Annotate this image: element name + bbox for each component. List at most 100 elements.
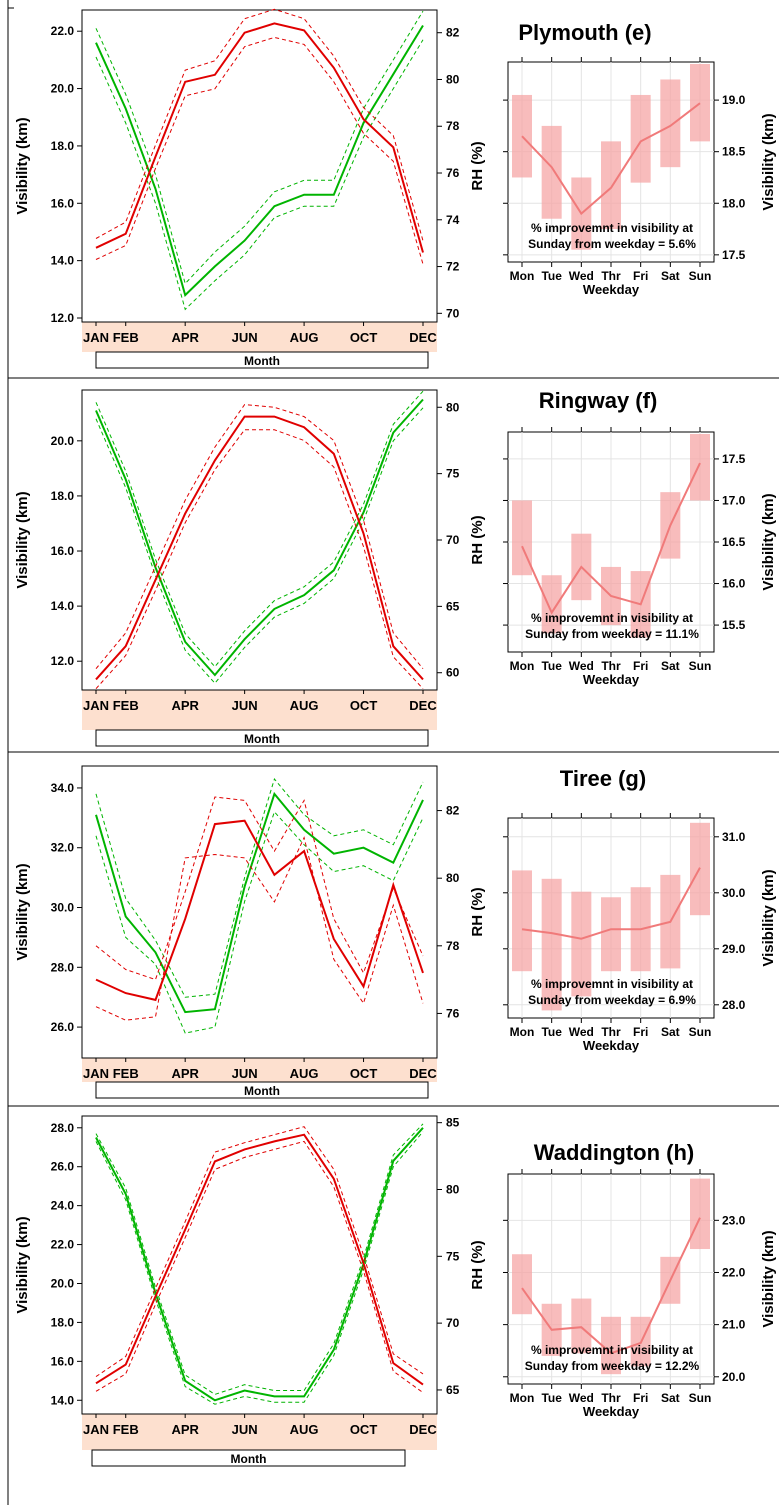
- y-right-tick-label: 76: [446, 166, 460, 180]
- y-left-tick-label: 24.0: [51, 1199, 75, 1213]
- inset-y-axis-title: Visibility (km): [760, 493, 777, 590]
- y-left-tick-label: 32.0: [51, 841, 75, 855]
- main-plot-frame: [81, 389, 438, 691]
- inset-error-bar: [512, 870, 532, 972]
- inset-x-tick-label: Sat: [661, 659, 680, 673]
- x-axis-title: Month: [244, 1084, 280, 1098]
- x-tick-label: JUN: [232, 1422, 258, 1437]
- inset-x-axis-title: Weekday: [583, 1038, 640, 1053]
- visibility-ci-line: [95, 10, 424, 285]
- y-left-tick-label: 26.0: [51, 1160, 75, 1174]
- y-right-tick-label: 80: [446, 72, 460, 86]
- inset-y-tick-label: 28.0: [722, 998, 746, 1012]
- visibility-line: [95, 791, 424, 1014]
- x-tick-label: JAN: [83, 1066, 109, 1081]
- visibility-ci-line: [95, 407, 424, 684]
- panel-title: Ringway (f): [539, 388, 658, 413]
- y-left-tick-label: 22.0: [51, 24, 75, 38]
- inset-x-tick-label: Thr: [601, 1025, 621, 1039]
- y-left-tick-label: 14.0: [51, 599, 75, 613]
- x-tick-label: AUG: [290, 698, 319, 713]
- rh-line: [95, 415, 424, 681]
- inset-x-tick-label: Wed: [569, 1025, 594, 1039]
- x-tick-label: DEC: [409, 698, 437, 713]
- inset-x-tick-label: Tue: [541, 1025, 562, 1039]
- inset-x-tick-label: Fri: [633, 659, 648, 673]
- x-tick-label: JUN: [232, 330, 258, 345]
- inset-mean-line: [521, 462, 701, 615]
- inset-error-bar: [690, 434, 710, 501]
- inset-error-bar: [512, 1254, 532, 1315]
- inset-x-axis-title: Weekday: [583, 1404, 640, 1419]
- inset-error-bar: [601, 1316, 621, 1375]
- visibility-line: [95, 398, 424, 677]
- inset-y-tick-label: 30.0: [722, 886, 746, 900]
- inset-annotation: Sunday from weekday = 6.9%: [528, 993, 696, 1007]
- y-right-tick-label: 76: [446, 1006, 460, 1020]
- inset-x-tick-label: Mon: [510, 659, 535, 673]
- month-label-box: [95, 1081, 429, 1099]
- rh-ci-line: [95, 429, 424, 690]
- inset-error-bar: [571, 1298, 592, 1354]
- inset-mean-line: [521, 867, 701, 940]
- x-tick-label: JAN: [83, 698, 109, 713]
- inset-x-tick-label: Sat: [661, 269, 680, 283]
- inset-x-tick-label: Sun: [689, 659, 712, 673]
- x-tick-label: DEC: [409, 330, 437, 345]
- x-tick-label: APR: [171, 698, 199, 713]
- x-axis-title: Month: [231, 1452, 267, 1466]
- rh-line: [95, 1133, 424, 1386]
- inset-x-tick-label: Mon: [510, 1025, 535, 1039]
- inset-x-tick-label: Wed: [569, 1391, 594, 1405]
- inset-error-bar: [571, 891, 592, 997]
- y-left-axis-title: Visibility (km): [14, 491, 31, 588]
- visibility-line: [95, 1127, 424, 1402]
- y-left-tick-label: 16.0: [51, 544, 75, 558]
- y-left-tick-label: 26.0: [51, 1020, 75, 1034]
- x-tick-label: AUG: [290, 1066, 319, 1081]
- inset-mean-line: [521, 102, 701, 216]
- inset-x-axis-title: Weekday: [583, 282, 640, 297]
- x-tick-label: AUG: [290, 330, 319, 345]
- x-tick-label: JUN: [232, 698, 258, 713]
- inset-x-tick-label: Fri: [633, 1391, 648, 1405]
- inset-annotation: % improvemnt in visibility at: [531, 221, 693, 235]
- y-right-tick-label: 80: [446, 871, 460, 885]
- inset-annotation: % improvemnt in visibility at: [531, 611, 693, 625]
- inset-y-tick-label: 18.5: [722, 145, 746, 159]
- visibility-ci-line: [95, 777, 424, 998]
- rh-line: [95, 22, 424, 253]
- inset-y-tick-label: 17.5: [722, 452, 746, 466]
- inset-error-bar: [630, 94, 651, 183]
- inset-x-tick-label: Fri: [633, 1025, 648, 1039]
- x-tick-label: JAN: [83, 330, 109, 345]
- y-right-axis-title: RH (%): [469, 515, 486, 564]
- x-tick-label: APR: [171, 330, 199, 345]
- y-right-tick-label: 82: [446, 804, 460, 818]
- inset-y-tick-label: 16.5: [722, 535, 746, 549]
- x-tick-label: APR: [171, 1066, 199, 1081]
- y-right-tick-label: 85: [446, 1116, 460, 1130]
- inset-x-axis-title: Weekday: [583, 672, 640, 687]
- inset-annotation: Sunday from weekday = 12.2%: [525, 1359, 700, 1373]
- y-left-tick-label: 14.0: [51, 254, 75, 268]
- panel-title: Plymouth (e): [518, 20, 651, 45]
- inset-y-tick-label: 15.5: [722, 618, 746, 632]
- y-right-tick-label: 65: [446, 1383, 460, 1397]
- inset-annotation: Sunday from weekday = 5.6%: [528, 237, 696, 251]
- y-left-tick-label: 20.0: [51, 82, 75, 96]
- y-right-tick-label: 80: [446, 1182, 460, 1196]
- inset-y-axis-title: Visibility (km): [760, 113, 777, 210]
- inset-y-tick-label: 16.0: [722, 577, 746, 591]
- x-tick-label: OCT: [350, 1066, 378, 1081]
- inset-y-tick-label: 21.0: [722, 1318, 746, 1332]
- inset-x-tick-label: Fri: [633, 269, 648, 283]
- inset-error-bar: [601, 897, 621, 972]
- x-tick-label: FEB: [113, 698, 139, 713]
- inset-annotation: % improvemnt in visibility at: [531, 977, 693, 991]
- inset-y-tick-label: 17.0: [722, 493, 746, 507]
- inset-annotation: Sunday from weekday = 11.1%: [525, 627, 699, 641]
- y-right-tick-label: 82: [446, 26, 460, 40]
- inset-x-tick-label: Tue: [541, 659, 562, 673]
